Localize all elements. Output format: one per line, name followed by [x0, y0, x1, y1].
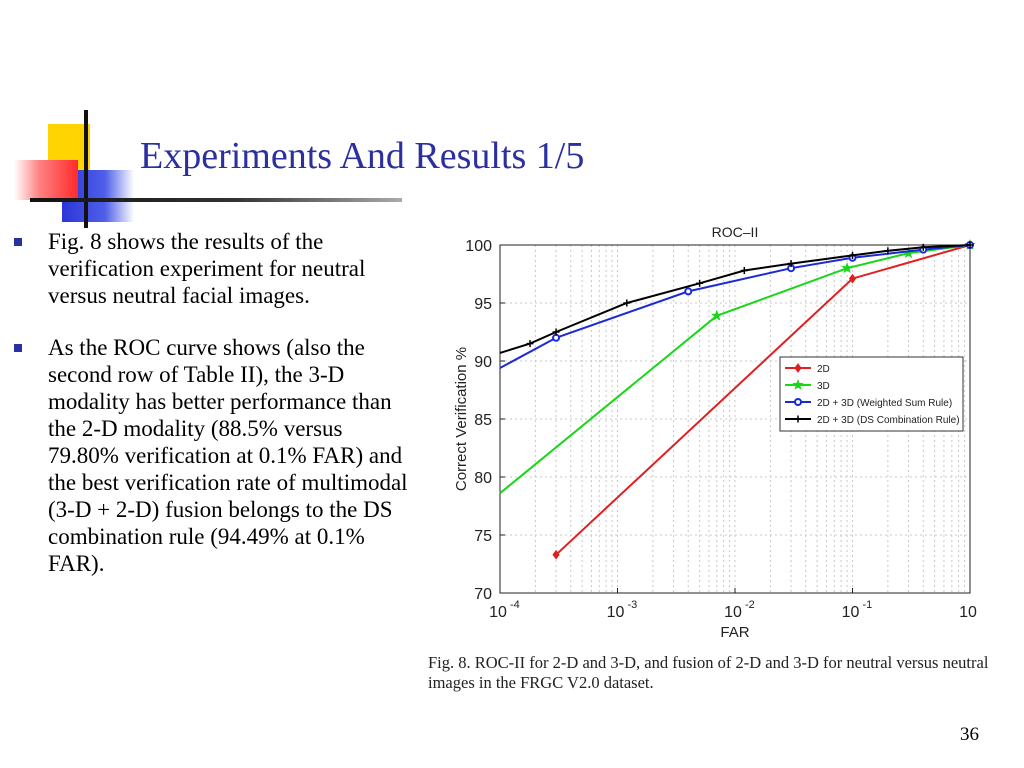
star-marker [841, 261, 854, 274]
circle-marker [684, 287, 693, 296]
y-tick-label: 85 [474, 412, 492, 429]
bullet-square-icon [14, 344, 22, 352]
y-tick-label: 95 [474, 296, 492, 313]
bullet-square-icon [14, 238, 22, 246]
star-marker [792, 378, 804, 391]
y-tick-label: 100 [465, 238, 492, 255]
x-tick-label: 10 [489, 604, 507, 621]
diamond-marker [848, 273, 857, 284]
legend-label: 2D [817, 364, 830, 375]
diamond-marker [552, 549, 560, 560]
y-tick-label: 90 [474, 354, 492, 371]
x-tick-label: 10 [842, 604, 860, 621]
y-tick-label: 70 [474, 586, 492, 603]
bullet-item: Fig. 8 shows the results of the verifica… [12, 228, 412, 309]
legend-label: 3D [817, 381, 830, 392]
series-layer [499, 238, 976, 560]
y-tick-label: 75 [474, 528, 492, 545]
series-2d-3d-ds-combination-rule [499, 241, 974, 354]
diamond-marker [794, 363, 802, 373]
deco-horizontal-line [30, 198, 402, 202]
deco-red-square [14, 160, 78, 200]
x-tick-label: 10 [724, 604, 742, 621]
bullet-item: As the ROC curve shows (also the second … [12, 334, 412, 577]
legend-label: 2D + 3D (Weighted Sum Rule) [817, 398, 952, 409]
x-tick-exponent: -4 [510, 599, 520, 611]
figure-caption: Fig. 8. ROC-II for 2-D and 3-D, and fusi… [428, 653, 989, 692]
bullet-list: Fig. 8 shows the results of the verifica… [12, 228, 412, 602]
circle-marker [794, 398, 802, 406]
deco-vertical-line [84, 110, 88, 228]
chart-title: ROC–II [712, 224, 759, 240]
grid [499, 244, 970, 594]
legend-label: 2D + 3D (DS Combination Rule) [817, 415, 960, 426]
x-axis-label: FAR [720, 624, 749, 641]
bullet-text: Fig. 8 shows the results of the verifica… [48, 229, 366, 308]
star-marker [710, 309, 723, 321]
slide-title: Experiments And Results 1/5 [140, 135, 585, 177]
x-tick-exponent: -1 [863, 599, 873, 611]
y-axis-label: Correct Verification % [453, 347, 470, 491]
page-number: 36 [960, 724, 979, 745]
y-tick-label: 80 [474, 470, 492, 487]
legend: 2D 3D 2D + 3D (Weighted Sum Rule) 2D + 3D (… [779, 356, 964, 432]
x-tick-exponent: -2 [745, 599, 755, 611]
x-tick-label: 10 [959, 604, 977, 621]
x-tick-label: 10 [607, 604, 625, 621]
x-tick-exponent: -3 [628, 599, 638, 611]
bullet-text: As the ROC curve shows (also the second … [48, 335, 408, 576]
circle-marker [552, 333, 561, 342]
